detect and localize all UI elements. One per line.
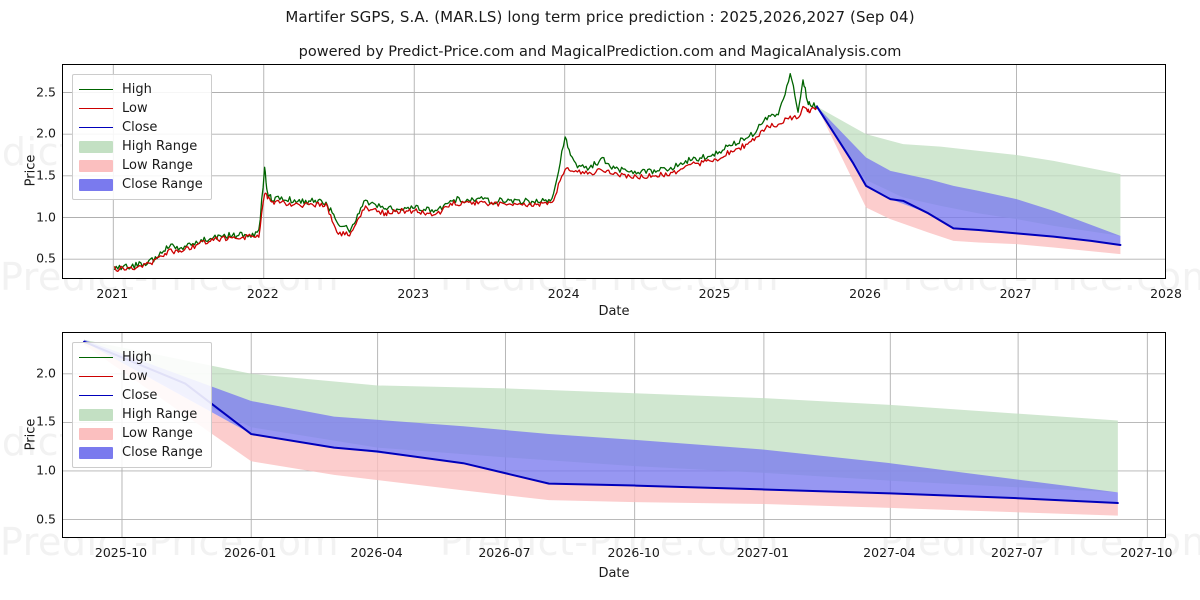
bottom-chart-x-tick-label: 2027-10: [1120, 545, 1173, 560]
legend-band-swatch-icon: [79, 427, 113, 440]
legend-line-swatch-icon: [79, 390, 113, 401]
band-close-range: [84, 339, 1118, 504]
band-low-range: [84, 341, 1118, 516]
bottom-chart-y-tick-label: 1.5: [36, 413, 56, 429]
top-chart-y-tick-label: 2.0: [36, 125, 56, 141]
top-chart-x-tick-label: 2026: [849, 286, 881, 301]
top-chart-legend-item[interactable]: High Range: [79, 137, 203, 156]
top-chart-y-tick-label: 0.5: [36, 250, 56, 266]
bottom-chart-legend-item[interactable]: High Range: [79, 405, 203, 424]
series-close: [816, 105, 1122, 246]
bottom-chart-legend-item[interactable]: Close Range: [79, 443, 203, 462]
legend-line-swatch-icon: [79, 103, 113, 114]
bottom-chart-legend: High Low Close High Range Low Range Close Ran…: [72, 342, 212, 468]
bottom-chart-x-axis-label: Date: [598, 566, 630, 581]
bottom-chart-x-tick-label: 2027-07: [990, 545, 1044, 560]
page-title: Martifer SGPS, S.A. (MAR.LS) long term p…: [285, 8, 915, 26]
top-chart-legend-item[interactable]: Low Range: [79, 156, 203, 175]
bottom-chart-y-tick-label: 2.0: [36, 365, 56, 381]
bottom-chart-y-tick-label: 1.0: [36, 462, 56, 478]
top-chart-x-tick-label: 2027: [999, 286, 1032, 301]
legend-item-label: High Range: [122, 139, 198, 154]
series-close: [83, 340, 1119, 505]
bottom-chart-legend-item[interactable]: Close: [79, 386, 203, 405]
band-low-range: [817, 106, 1121, 255]
bottom-chart-x-tick-label: 2027-01: [736, 545, 789, 560]
legend-line-swatch-icon: [79, 122, 113, 133]
legend-item-label: Low: [122, 101, 148, 116]
bottom-chart-x-tick-label: 2027-04: [863, 545, 916, 560]
top-chart-legend: High Low Close High Range Low Range Close Ran…: [72, 74, 212, 200]
top-chart-x-axis-label: Date: [598, 304, 630, 319]
bottom-chart-legend-item[interactable]: High: [79, 348, 203, 367]
top-chart-y-tick-label: 1.0: [36, 209, 56, 224]
top-chart-x-tick-label: 2021: [96, 286, 129, 301]
legend-item-label: High Range: [122, 407, 198, 422]
top-chart-legend-item[interactable]: Close Range: [79, 175, 203, 194]
legend-item-label: Close Range: [122, 177, 203, 192]
top-chart-legend-item[interactable]: Low: [79, 99, 203, 118]
legend-band-swatch-icon: [79, 408, 113, 421]
legend-line-swatch-icon: [79, 352, 113, 363]
top-chart-x-tick-label: 2023: [397, 286, 430, 301]
bottom-chart-legend-item[interactable]: Low Range: [79, 424, 203, 443]
bottom-chart-x-tick-label: 2025-10: [94, 545, 148, 560]
bottom-chart-y-tick-label: 0.5: [36, 511, 56, 527]
band-high-range: [84, 339, 1118, 493]
legend-band-swatch-icon: [79, 159, 113, 172]
legend-item-label: Low Range: [122, 426, 193, 441]
bottom-chart-x-tick-label: 2026-01: [224, 545, 277, 560]
legend-item-label: Close: [122, 120, 158, 135]
top-chart-x-tick-label: 2022: [246, 286, 279, 301]
legend-band-swatch-icon: [79, 178, 113, 191]
legend-band-swatch-icon: [79, 446, 113, 459]
series-low: [113, 105, 818, 272]
legend-item-label: Low Range: [122, 158, 193, 173]
legend-item-label: High: [122, 350, 152, 365]
top-chart-y-tick-label: 1.5: [36, 167, 56, 183]
bottom-chart-plot-area: [62, 332, 1166, 538]
bottom-chart-x-tick-label: 2026-07: [478, 545, 531, 560]
top-chart-x-tick-label: 2025: [698, 286, 731, 301]
legend-band-swatch-icon: [79, 140, 113, 153]
top-chart-x-tick-label: 2024: [547, 286, 580, 301]
legend-line-swatch-icon: [79, 84, 113, 95]
band-high-range: [817, 106, 1121, 236]
bottom-chart-x-tick-label: 2026-10: [607, 545, 660, 560]
legend-item-label: Low: [122, 369, 148, 384]
legend-item-label: Close Range: [122, 445, 203, 460]
page-subtitle: powered by Predict-Price.com and Magical…: [298, 44, 902, 60]
top-chart-legend-item[interactable]: Close: [79, 118, 203, 137]
band-close-range: [817, 106, 1121, 245]
legend-line-swatch-icon: [79, 371, 113, 382]
top-chart-legend-item[interactable]: High: [79, 80, 203, 99]
legend-item-label: High: [122, 82, 152, 97]
top-chart-x-tick-label: 2028: [1150, 286, 1182, 301]
bottom-chart-legend-item[interactable]: Low: [79, 367, 203, 386]
bottom-chart-x-tick-label: 2026-04: [350, 545, 403, 560]
top-chart-y-tick-label: 2.5: [36, 84, 56, 99]
top-chart-plot-area: [62, 64, 1166, 279]
legend-item-label: Close: [122, 388, 158, 403]
